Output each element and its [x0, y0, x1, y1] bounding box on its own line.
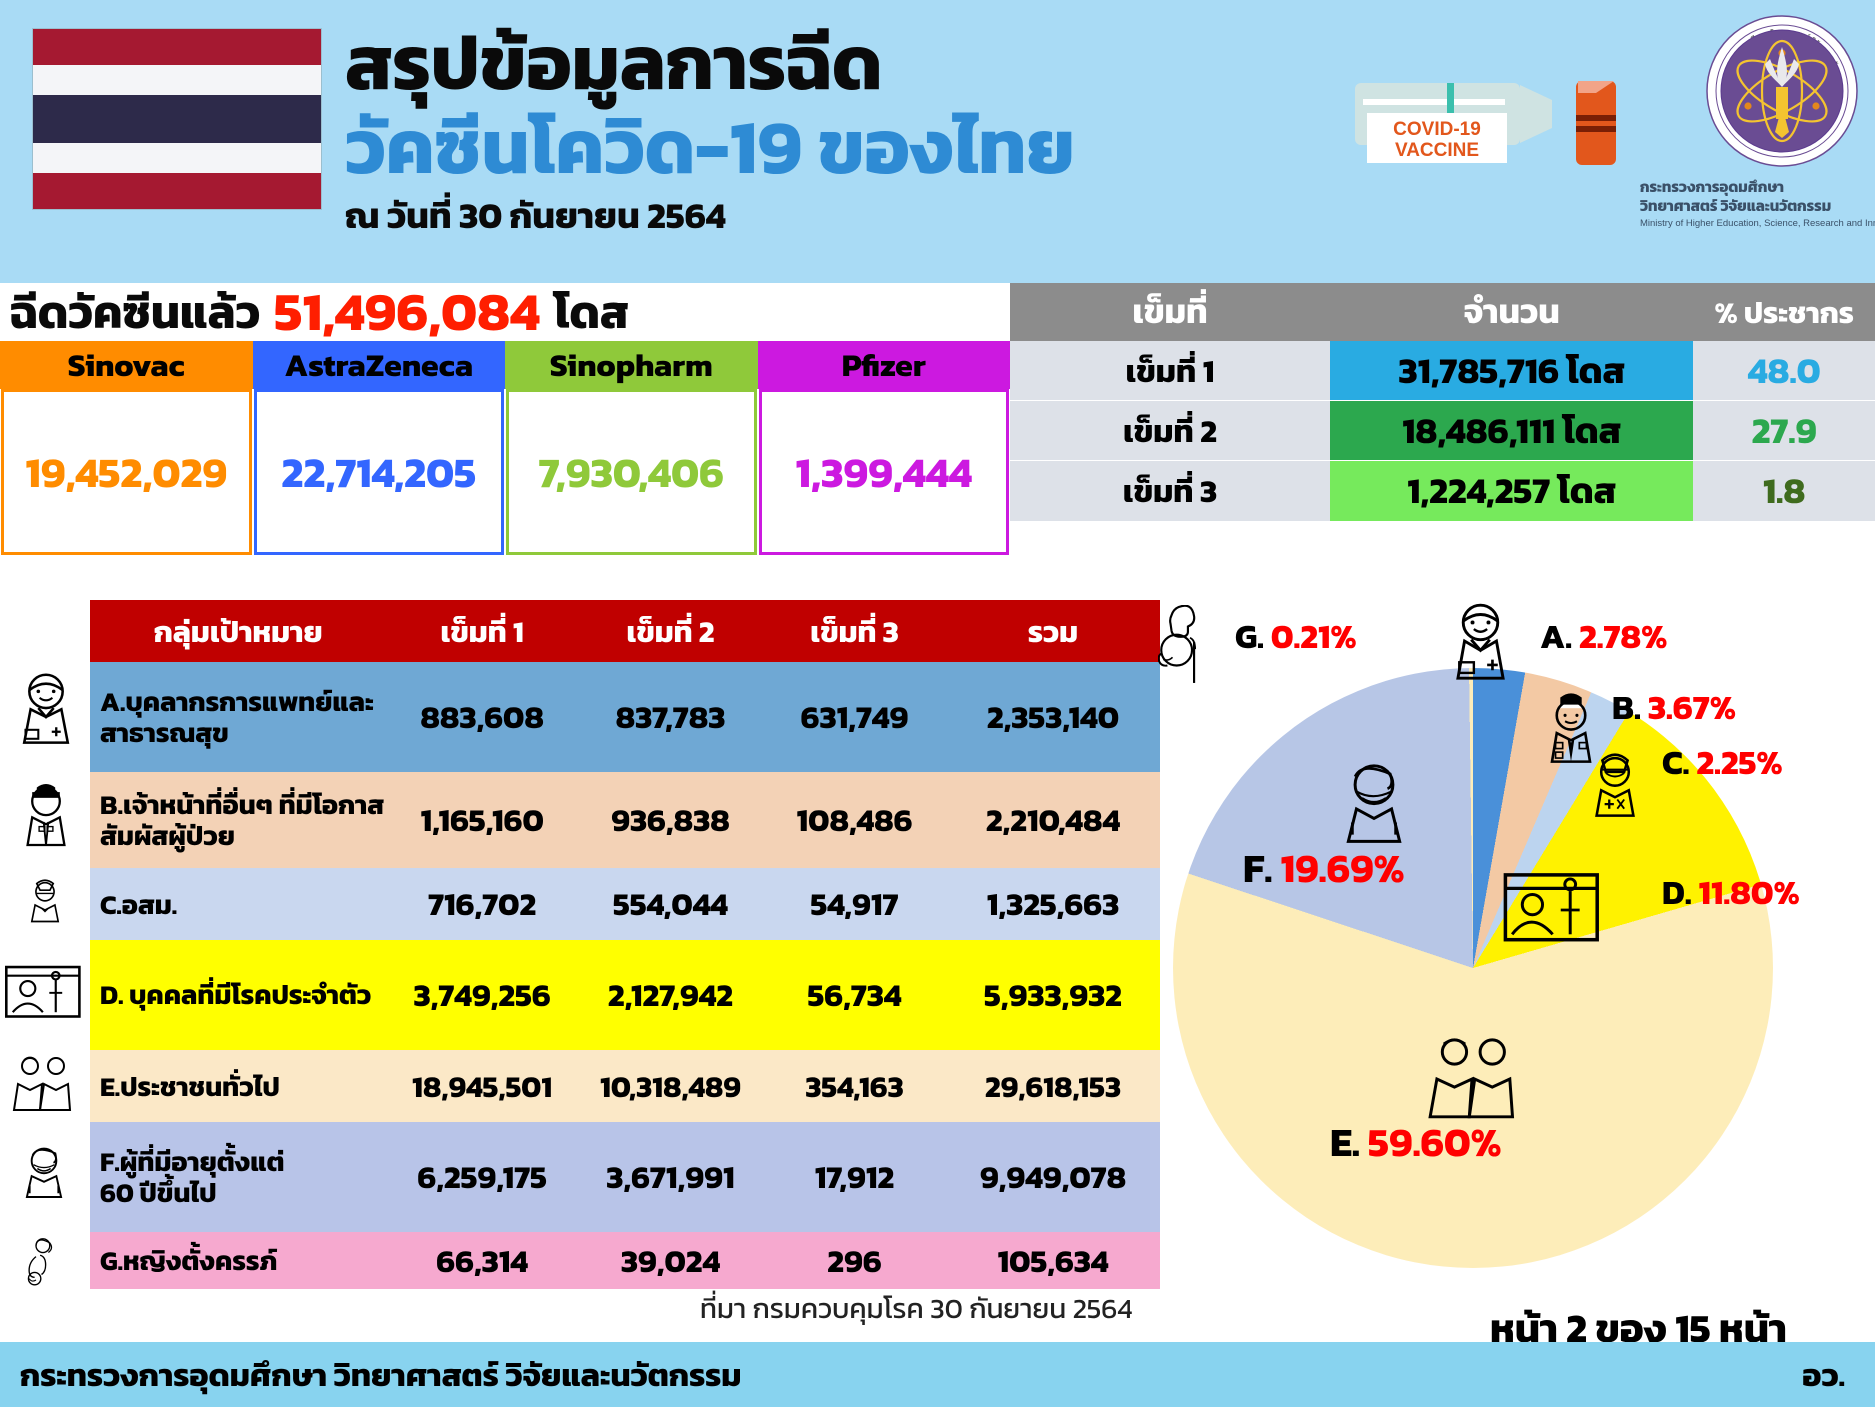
svg-text:COVID-19: COVID-19: [1393, 119, 1481, 140]
svg-text:VACCINE: VACCINE: [1395, 140, 1479, 161]
